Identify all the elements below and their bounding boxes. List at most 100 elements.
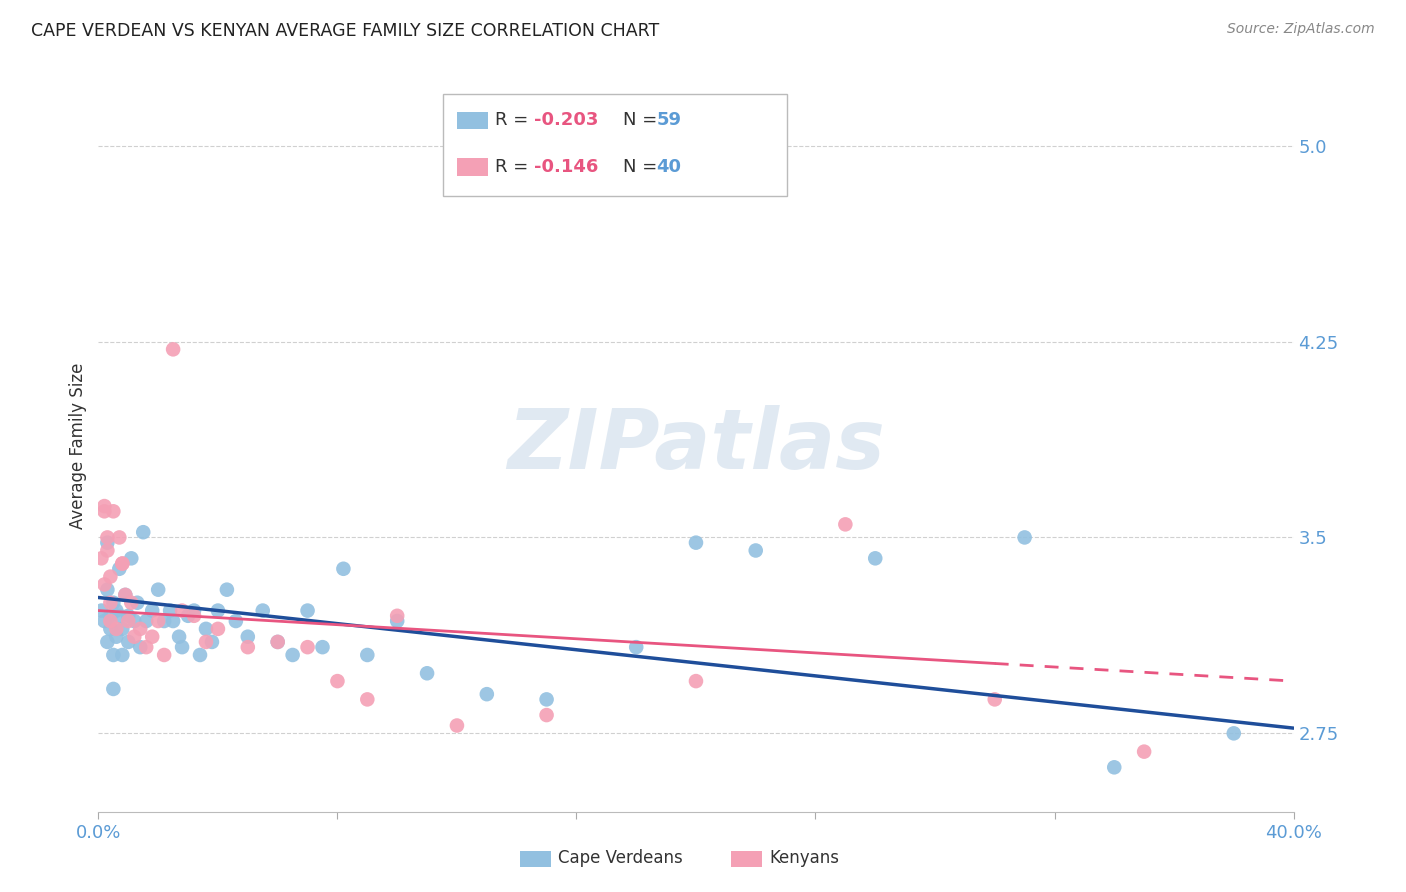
Point [124, 630, 146, 644]
Point [281, 648, 304, 662]
Point [167, 630, 190, 644]
Point [98, 614, 122, 628]
Point [96, 535, 118, 549]
Point [103, 596, 125, 610]
Text: CAPE VERDEAN VS KENYAN AVERAGE FAMILY SIZE CORRELATION CHART: CAPE VERDEAN VS KENYAN AVERAGE FAMILY SI… [31, 22, 659, 40]
Point [685, 674, 707, 689]
Point [207, 622, 229, 636]
Point [96, 635, 118, 649]
Point [105, 630, 128, 644]
Point [129, 622, 152, 636]
Point [252, 603, 274, 617]
Text: Cape Verdeans: Cape Verdeans [558, 849, 683, 867]
Text: R =: R = [495, 112, 534, 129]
Point [98, 596, 122, 610]
Point [225, 614, 247, 628]
Point [114, 588, 136, 602]
Point [96, 582, 118, 597]
Point [236, 630, 259, 644]
Text: R =: R = [495, 158, 534, 176]
Point [162, 343, 184, 357]
Point [108, 608, 131, 623]
Point [1133, 745, 1156, 759]
Point [90, 603, 112, 617]
Point [129, 640, 152, 655]
Point [195, 635, 218, 649]
Point [98, 608, 122, 623]
Point [105, 622, 128, 636]
Point [685, 535, 707, 549]
Point [1014, 530, 1036, 544]
Point [124, 614, 146, 628]
Point [195, 622, 218, 636]
Point [153, 614, 176, 628]
Point [159, 603, 181, 617]
Point [141, 630, 163, 644]
Point [201, 635, 224, 649]
Text: 40: 40 [657, 158, 682, 176]
Point [267, 635, 290, 649]
Point [111, 557, 134, 571]
Y-axis label: Average Family Size: Average Family Size [69, 363, 87, 529]
Point [148, 614, 170, 628]
Point [90, 551, 112, 566]
Text: N =: N = [623, 112, 662, 129]
Point [111, 622, 134, 636]
Point [93, 504, 115, 518]
Point [536, 708, 558, 723]
Point [148, 582, 170, 597]
Text: Kenyans: Kenyans [769, 849, 839, 867]
Point [215, 582, 238, 597]
Point [385, 608, 409, 623]
Point [103, 681, 125, 696]
Point [356, 692, 378, 706]
Point [745, 543, 768, 558]
Point [96, 530, 118, 544]
Point [108, 530, 131, 544]
Point [120, 596, 142, 610]
Point [96, 543, 118, 558]
Point [120, 551, 142, 566]
Point [117, 635, 139, 649]
Point [332, 562, 354, 576]
Point [117, 608, 139, 623]
Point [385, 614, 409, 628]
Point [98, 569, 122, 583]
Point [172, 640, 194, 655]
Point [141, 603, 163, 617]
Point [626, 640, 648, 655]
Point [326, 674, 349, 689]
Text: 59: 59 [657, 112, 682, 129]
Text: N =: N = [623, 158, 662, 176]
Point [267, 635, 290, 649]
Text: ZIPatlas: ZIPatlas [508, 406, 884, 486]
Point [98, 622, 122, 636]
Point [172, 603, 194, 617]
Point [311, 640, 333, 655]
Point [103, 648, 125, 662]
Point [984, 692, 1007, 706]
Point [536, 692, 558, 706]
Point [127, 596, 149, 610]
Point [93, 499, 115, 513]
Point [236, 640, 259, 655]
Text: -0.203: -0.203 [534, 112, 599, 129]
Point [93, 614, 115, 628]
Point [834, 517, 856, 532]
Text: Source: ZipAtlas.com: Source: ZipAtlas.com [1227, 22, 1375, 37]
Point [117, 614, 139, 628]
Point [111, 557, 134, 571]
Point [416, 666, 439, 681]
Point [1104, 760, 1126, 774]
Point [297, 640, 319, 655]
Point [132, 525, 155, 540]
Point [446, 718, 468, 732]
Point [162, 614, 184, 628]
Point [153, 648, 176, 662]
Point [356, 648, 378, 662]
Point [111, 648, 134, 662]
Point [177, 608, 200, 623]
Point [135, 614, 157, 628]
Point [103, 504, 125, 518]
Point [108, 562, 131, 576]
